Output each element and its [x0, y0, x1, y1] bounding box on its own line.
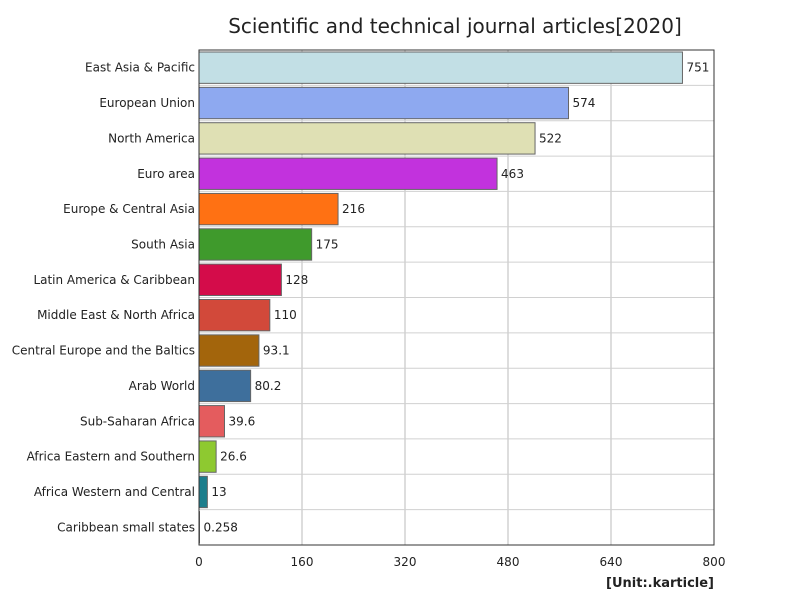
bar: [198, 405, 225, 438]
category-label: Latin America & Caribbean: [33, 273, 195, 287]
category-label: North America: [108, 131, 195, 145]
category-label: Sub-Saharan Africa: [80, 414, 195, 428]
category-label: Central Europe and the Baltics: [12, 344, 195, 358]
category-labels: East Asia & Pacific European Union North A…: [12, 61, 195, 535]
unit-label: [Unit:.karticle]: [606, 576, 714, 591]
bar: [198, 263, 282, 296]
value-label: 110: [274, 308, 297, 322]
bar: [198, 440, 217, 473]
value-label: 13: [211, 485, 226, 499]
chart-title: Scientific and technical journal article…: [228, 14, 682, 38]
x-tick-label: 640: [600, 555, 623, 569]
x-tick-label: 160: [291, 555, 314, 569]
bar: [198, 369, 252, 403]
value-label: 39.6: [228, 414, 255, 428]
category-label: Africa Eastern and Southern: [27, 450, 195, 464]
bar: [198, 122, 536, 155]
x-tick-label: 480: [497, 555, 520, 569]
category-label: South Asia: [131, 237, 195, 251]
value-label: 751: [686, 61, 709, 75]
bar: [198, 334, 260, 367]
bars: [198, 51, 683, 544]
value-label: 216: [342, 202, 365, 216]
value-label: 522: [539, 131, 562, 145]
x-tick-label: 800: [703, 555, 726, 569]
category-label: Middle East & North Africa: [37, 308, 195, 322]
category-label: Arab World: [129, 379, 195, 393]
value-label: 128: [285, 273, 308, 287]
value-labels: 751 574 522 463 216 175 128 110 93.1 80.2 39.6 26.6…: [204, 61, 710, 535]
category-label: Africa Western and Central: [34, 485, 195, 499]
category-label: Caribbean small states: [57, 520, 195, 534]
category-label: European Union: [99, 96, 195, 110]
plot-frame: [198, 49, 715, 546]
category-label: Euro area: [137, 167, 195, 181]
bar: [198, 51, 683, 84]
value-label: 80.2: [255, 379, 282, 393]
value-label: 463: [501, 167, 524, 181]
bar: [198, 299, 271, 332]
bar: [198, 192, 339, 226]
category-label: East Asia & Pacific: [85, 61, 195, 75]
x-tick-label: 320: [394, 555, 417, 569]
value-label: 0.258: [204, 520, 238, 534]
bar: [198, 157, 498, 190]
category-label: Europe & Central Asia: [63, 202, 195, 216]
x-tick-labels: 0 160 320 480 640 800: [195, 555, 725, 569]
bar: [198, 86, 570, 120]
value-label: 93.1: [263, 344, 290, 358]
value-label: 574: [573, 96, 596, 110]
bar: [198, 228, 313, 261]
value-label: 175: [316, 237, 339, 251]
value-label: 26.6: [220, 450, 247, 464]
x-tick-label: 0: [195, 555, 203, 569]
bar: [198, 475, 208, 509]
